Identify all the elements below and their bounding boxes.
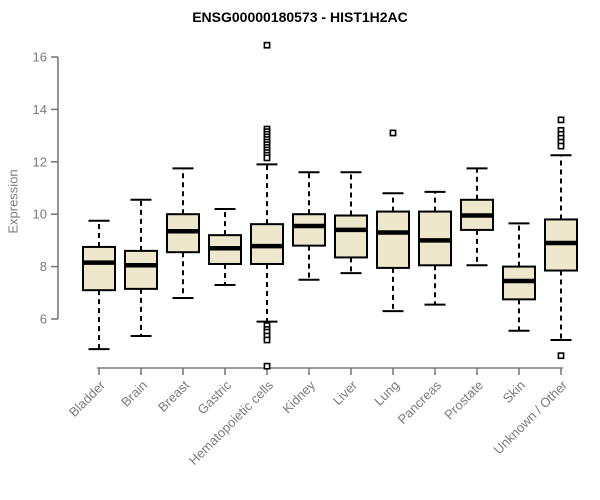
x-category-label-lung: Lung bbox=[371, 378, 402, 409]
box-kidney bbox=[292, 213, 326, 247]
x-category-label-prostate: Prostate bbox=[441, 378, 486, 423]
x-category-label-brain: Brain bbox=[118, 378, 150, 410]
outlier-lung-0 bbox=[389, 129, 397, 137]
outlier-unknown-other-0 bbox=[557, 116, 565, 124]
x-category-label-bladder: Bladder bbox=[66, 377, 109, 420]
y-tick-label-6: 6 bbox=[40, 312, 47, 327]
outlier-hematopoietic-cells-0 bbox=[263, 41, 271, 49]
box-brain bbox=[124, 249, 158, 290]
chart-title: ENSG00000180573 - HIST1H2AC bbox=[192, 9, 408, 25]
x-category-label-gastric: Gastric bbox=[194, 377, 234, 417]
x-category-label-liver: Liver bbox=[330, 377, 361, 408]
x-category-label-skin: Skin bbox=[500, 378, 528, 406]
box-liver bbox=[334, 214, 368, 259]
y-tick-label-14: 14 bbox=[33, 102, 47, 117]
y-tick-label-16: 16 bbox=[33, 50, 47, 65]
outlier-hematopoietic-cells-12 bbox=[263, 154, 271, 162]
y-tick-label-12: 12 bbox=[33, 154, 47, 169]
x-category-label-breast: Breast bbox=[155, 377, 192, 414]
x-category-label-pancreas: Pancreas bbox=[395, 377, 445, 427]
x-category-label-kidney: Kidney bbox=[279, 377, 318, 416]
y-tick-label-8: 8 bbox=[40, 259, 47, 274]
x-category-label-unknown-other: Unknown / Other bbox=[491, 377, 571, 457]
box-lung bbox=[376, 210, 410, 269]
outlier-hematopoietic-cells-18 bbox=[263, 362, 271, 370]
outlier-unknown-other-6 bbox=[557, 352, 565, 360]
outlier-hematopoietic-cells-17 bbox=[263, 336, 271, 344]
box-bladder bbox=[82, 245, 116, 292]
outlier-unknown-other-5 bbox=[557, 142, 565, 150]
y-tick-label-10: 10 bbox=[33, 207, 47, 222]
